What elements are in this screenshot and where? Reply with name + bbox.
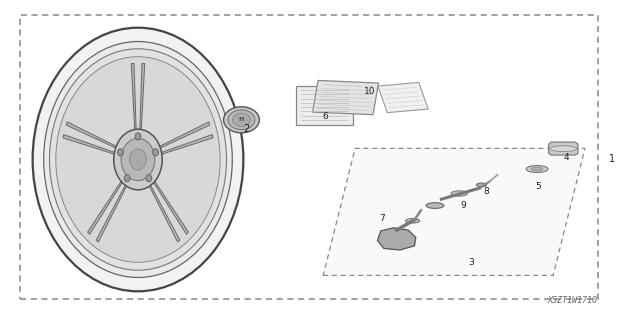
Ellipse shape xyxy=(135,133,141,140)
Text: XSZT1W1710: XSZT1W1710 xyxy=(548,296,598,305)
Ellipse shape xyxy=(232,113,250,126)
Ellipse shape xyxy=(451,191,467,196)
Ellipse shape xyxy=(118,149,124,156)
Polygon shape xyxy=(150,176,188,234)
Polygon shape xyxy=(378,228,416,250)
Ellipse shape xyxy=(152,149,159,156)
Ellipse shape xyxy=(550,146,577,152)
Ellipse shape xyxy=(526,166,548,173)
Polygon shape xyxy=(296,86,353,124)
Text: 7: 7 xyxy=(380,214,385,223)
Text: H: H xyxy=(239,117,244,122)
Ellipse shape xyxy=(114,129,162,190)
Polygon shape xyxy=(63,135,120,156)
Text: 9: 9 xyxy=(461,201,467,210)
Polygon shape xyxy=(131,63,136,136)
Ellipse shape xyxy=(33,28,243,291)
Polygon shape xyxy=(96,180,129,242)
Text: 3: 3 xyxy=(468,258,474,267)
Text: 6: 6 xyxy=(322,112,328,121)
Polygon shape xyxy=(548,142,578,155)
Ellipse shape xyxy=(49,49,227,270)
Text: 1: 1 xyxy=(609,154,616,165)
Polygon shape xyxy=(378,83,428,113)
Ellipse shape xyxy=(44,41,232,278)
Polygon shape xyxy=(140,63,145,136)
Text: 4: 4 xyxy=(564,153,570,162)
Ellipse shape xyxy=(124,174,130,182)
Polygon shape xyxy=(323,148,585,275)
Polygon shape xyxy=(156,135,213,156)
Polygon shape xyxy=(155,122,210,150)
Ellipse shape xyxy=(56,57,220,262)
Text: 10: 10 xyxy=(364,87,376,96)
Ellipse shape xyxy=(531,167,543,171)
Polygon shape xyxy=(88,176,125,234)
Text: 5: 5 xyxy=(536,182,541,191)
Ellipse shape xyxy=(228,110,255,130)
Text: 2: 2 xyxy=(243,124,250,134)
Ellipse shape xyxy=(129,149,147,170)
Text: 8: 8 xyxy=(483,187,489,196)
Polygon shape xyxy=(312,80,378,115)
Ellipse shape xyxy=(406,219,420,223)
Ellipse shape xyxy=(121,138,155,181)
Ellipse shape xyxy=(476,183,486,187)
Ellipse shape xyxy=(223,107,259,133)
Polygon shape xyxy=(147,180,180,242)
Polygon shape xyxy=(66,122,121,150)
Ellipse shape xyxy=(146,174,152,182)
Ellipse shape xyxy=(426,203,444,208)
